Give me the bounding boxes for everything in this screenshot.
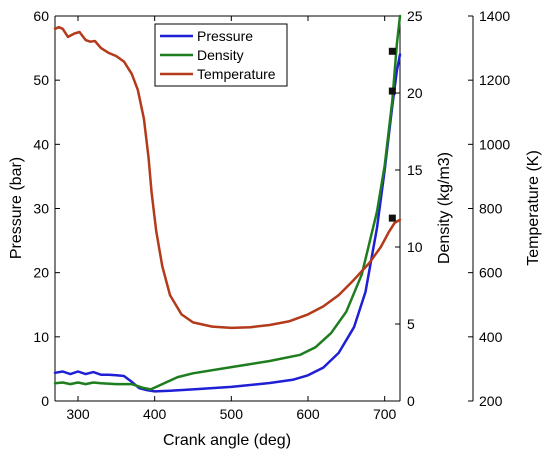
pressure-tick-label: 20: [33, 265, 49, 281]
density-tick-label: 20: [407, 85, 423, 101]
density-tick-label: 5: [407, 316, 415, 332]
x-tick-label: 500: [220, 406, 244, 422]
pressure-tick-label: 10: [33, 329, 49, 345]
x-tick-label: 700: [373, 406, 397, 422]
x-axis-ticks: 300 400 500 600 700: [66, 16, 397, 422]
pressure-tick-label: 40: [33, 136, 49, 152]
pressure-tick-label: 50: [33, 72, 49, 88]
data-marker: [388, 47, 396, 55]
density-tick-label: 0: [407, 393, 415, 409]
temperature-axis-ticks: 200 400 600 800 1000 1200 1400: [468, 8, 510, 409]
density-axis-label: Density (kg/m3): [436, 152, 453, 264]
pressure-axis-label: Pressure (bar): [8, 157, 25, 259]
density-tick-label: 15: [407, 162, 423, 178]
series-line-pressure: [53, 53, 402, 393]
legend-label-temperature: Temperature: [197, 66, 276, 82]
x-tick-label: 400: [143, 406, 167, 422]
temperature-tick-label: 1000: [479, 136, 510, 152]
temperature-tick-label: 1400: [479, 8, 510, 24]
pressure-tick-label: 60: [33, 8, 49, 24]
x-tick-label: 300: [66, 406, 90, 422]
pressure-tick-label: 30: [33, 201, 49, 217]
temperature-tick-label: 1200: [479, 72, 510, 88]
pressure-tick-label: 0: [41, 393, 49, 409]
series-line-density: [53, 14, 402, 391]
pressure-axis-ticks: 0 10 20 30 40 50 60: [33, 8, 60, 409]
data-marker: [388, 87, 396, 95]
temperature-tick-label: 200: [479, 393, 503, 409]
x-tick-label: 600: [296, 406, 320, 422]
density-tick-label: 10: [407, 239, 423, 255]
temperature-tick-label: 800: [479, 201, 503, 217]
series-layer: [53, 14, 402, 393]
temperature-tick-label: 400: [479, 329, 503, 345]
density-axis-ticks: 0 5 10 15 20 25: [395, 8, 423, 409]
temperature-tick-label: 600: [479, 265, 503, 281]
legend: Pressure Density Temperature: [154, 23, 288, 87]
temperature-axis-label: Temperature (K): [525, 150, 542, 266]
marker-layer: [388, 47, 396, 222]
legend-label-pressure: Pressure: [197, 28, 253, 44]
x-axis-label: Crank angle (deg): [163, 432, 291, 449]
series-line-temperature: [53, 25, 402, 330]
legend-label-density: Density: [197, 47, 244, 63]
density-tick-label: 25: [407, 8, 423, 24]
data-marker: [388, 214, 396, 222]
